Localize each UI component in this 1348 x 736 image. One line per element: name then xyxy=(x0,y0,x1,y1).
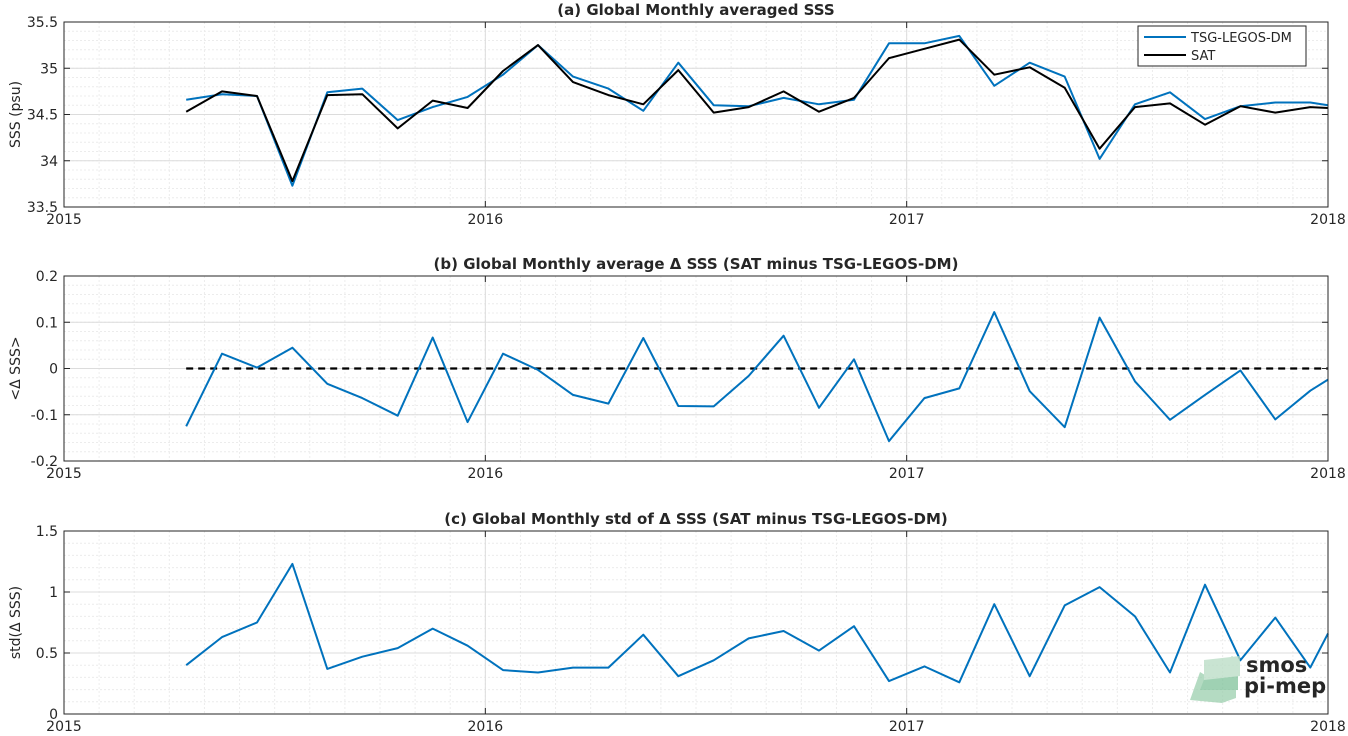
x-tick-label: 2016 xyxy=(468,466,504,482)
y-tick-label: -0.1 xyxy=(31,408,58,424)
panel-b-monthly-delta-sss: -0.2 -0.1 0 0.1 0.2 2015 2016 2017 2018 (b) Globa… xyxy=(8,255,1346,482)
y-tick-label: 0.5 xyxy=(36,646,58,662)
logo-line1: smos xyxy=(1246,653,1307,677)
y-axis-label: std(Δ SSS) xyxy=(8,586,24,659)
logo-wave-icon xyxy=(1190,656,1240,703)
x-tick-label: 2016 xyxy=(468,212,504,228)
y-axis-label: SSS (psu) xyxy=(8,81,24,148)
legend: TSG-LEGOS-DM SAT xyxy=(1137,25,1307,67)
chart-title: (c) Global Monthly std of Δ SSS (SAT min… xyxy=(444,510,947,528)
legend-label: SAT xyxy=(1191,49,1215,64)
x-tick-label: 2018 xyxy=(1310,466,1346,482)
y-tick-label: -0.2 xyxy=(31,454,58,470)
y-tick-label: 0 xyxy=(49,362,58,378)
x-tick-label: 2017 xyxy=(889,466,925,482)
x-tick-label: 2015 xyxy=(46,466,82,482)
y-tick-label: 1 xyxy=(49,585,58,601)
y-tick-label: 0.2 xyxy=(36,269,58,285)
y-tick-label: 1.5 xyxy=(36,524,58,540)
series-tsg-legos-dm xyxy=(186,34,1329,187)
series-sat xyxy=(185,38,1329,183)
x-tick-label: 2018 xyxy=(1310,719,1346,735)
legend-label: TSG-LEGOS-DM xyxy=(1190,31,1292,46)
smos-pi-mep-logo: smos pi-mep xyxy=(1190,653,1326,703)
x-tick-label: 2017 xyxy=(889,719,925,735)
y-tick-label: 34 xyxy=(40,154,58,170)
y-tick-label: 0.1 xyxy=(36,315,58,331)
x-tick-label: 2018 xyxy=(1310,212,1346,228)
panel-a-monthly-sss: 33.5 34 34.5 35 35.5 2015 2016 2017 2018 (a) Glob… xyxy=(8,1,1346,228)
series-line xyxy=(185,311,1329,443)
x-tick-label: 2017 xyxy=(889,212,925,228)
y-tick-label: 35.5 xyxy=(27,15,58,31)
legend-box xyxy=(1137,25,1307,67)
chart-title: (a) Global Monthly averaged SSS xyxy=(557,1,834,19)
logo-line2: pi-mep xyxy=(1244,674,1326,698)
y-axis-label: <Δ SSS> xyxy=(8,336,24,400)
x-tick-label: 2015 xyxy=(46,719,82,735)
y-tick-label: 33.5 xyxy=(27,200,58,216)
y-tick-label: 0 xyxy=(49,707,58,723)
panel-c-monthly-std-delta-sss: 0 0.5 1 1.5 2015 2016 2017 2018 (c) Global Month… xyxy=(8,510,1346,735)
y-tick-label: 35 xyxy=(40,61,58,77)
x-tick-label: 2016 xyxy=(468,719,504,735)
y-tick-label: 34.5 xyxy=(27,108,58,124)
chart-title: (b) Global Monthly average Δ SSS (SAT mi… xyxy=(434,255,959,273)
series-line xyxy=(185,562,1329,684)
x-tick-label: 2015 xyxy=(46,212,82,228)
axes-box xyxy=(63,530,1329,715)
